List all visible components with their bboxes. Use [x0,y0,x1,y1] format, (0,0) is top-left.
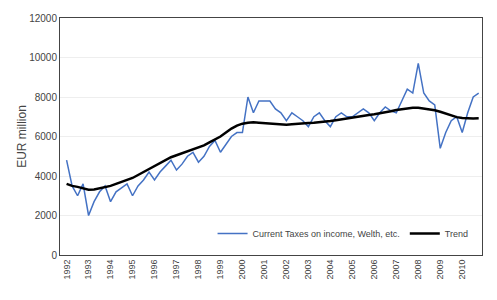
svg-text:10000: 10000 [29,52,57,63]
svg-text:2000: 2000 [237,260,247,280]
svg-text:2002: 2002 [281,260,291,280]
svg-text:1997: 1997 [171,260,181,280]
svg-text:2010: 2010 [457,260,467,280]
svg-text:2008: 2008 [413,260,423,280]
svg-text:2006: 2006 [369,260,379,280]
svg-text:1998: 1998 [193,260,203,280]
svg-text:2005: 2005 [347,260,357,280]
svg-text:2001: 2001 [259,260,269,280]
svg-text:6000: 6000 [35,131,58,142]
svg-text:12000: 12000 [29,13,57,24]
svg-text:4000: 4000 [35,171,58,182]
svg-text:2007: 2007 [391,260,401,280]
svg-text:2004: 2004 [325,260,335,280]
svg-text:1995: 1995 [127,260,137,280]
svg-text:Current Taxes on income, Welth: Current Taxes on income, Welth, etc. [253,229,400,239]
svg-text:1992: 1992 [62,260,72,280]
svg-text:2009: 2009 [435,260,445,280]
svg-text:8000: 8000 [35,92,58,103]
svg-text:2000: 2000 [35,210,58,221]
svg-text:2003: 2003 [303,260,313,280]
svg-text:EUR million: EUR million [15,105,29,168]
svg-text:1994: 1994 [105,260,115,280]
svg-text:1993: 1993 [83,260,93,280]
svg-text:Trend: Trend [445,229,468,239]
svg-text:0: 0 [51,250,57,261]
svg-text:1999: 1999 [215,260,225,280]
svg-text:1996: 1996 [149,260,159,280]
